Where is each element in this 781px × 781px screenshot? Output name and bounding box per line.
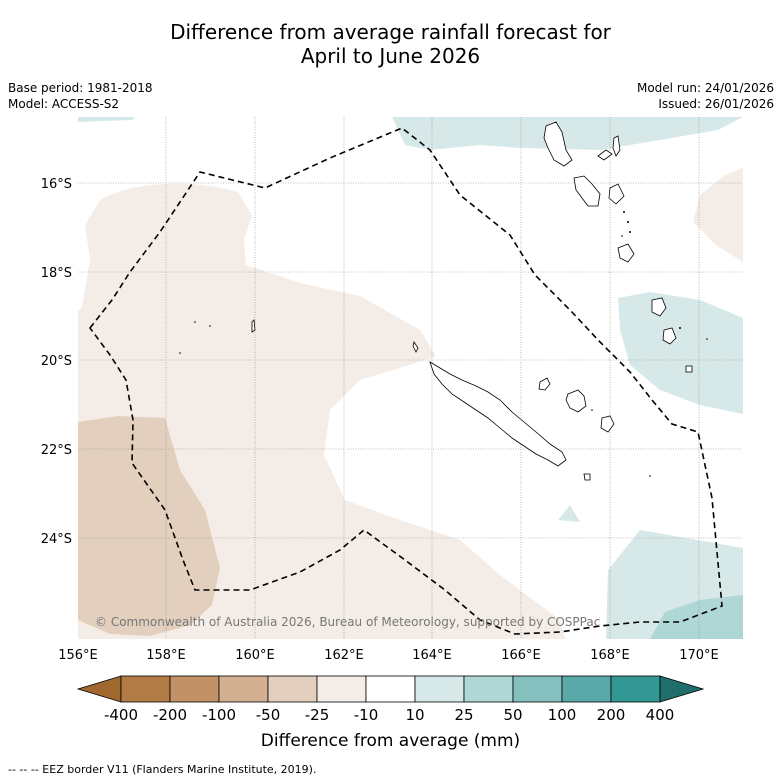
- dry-anomaly-region-west: [78, 268, 110, 350]
- colorbar-tick: -25: [304, 706, 330, 724]
- colorbar-swatch: [610, 675, 661, 703]
- colorbar-swatch: [267, 675, 318, 703]
- lon-label: 160°E: [235, 648, 275, 663]
- tanna-island: [662, 327, 677, 345]
- malekula-island: [573, 175, 601, 207]
- colorbar-swatch: [365, 675, 416, 703]
- colorbar-tick: -200: [152, 706, 188, 724]
- lifou-island: [565, 389, 587, 413]
- mare-island: [600, 415, 615, 433]
- colorbar-swatch: [218, 675, 269, 703]
- belep-island: [412, 341, 419, 353]
- lat-label: 24°S: [41, 532, 72, 547]
- lat-label: 22°S: [41, 443, 72, 458]
- lon-label: 162°E: [324, 648, 364, 663]
- isle-of-pines: [583, 473, 591, 481]
- dry-anomaly-region-southwest: [78, 416, 220, 636]
- colorbar-swatch: [561, 675, 612, 703]
- colorbar-label: Difference from average (mm): [260, 731, 521, 751]
- maewo-island: [612, 135, 621, 157]
- base-period: Base period: 1981-2018: [8, 81, 153, 95]
- colorbar-tick: 25: [454, 706, 474, 724]
- pentecost-island: [608, 183, 625, 205]
- efate-island: [617, 243, 635, 263]
- colorbar-tick: -10: [353, 706, 379, 724]
- colorbar: [76, 675, 705, 703]
- lon-label: 170°E: [679, 648, 719, 663]
- colorbar-swatch: [169, 675, 220, 703]
- wet-anomaly-region-small: [558, 505, 580, 522]
- lon-label: 158°E: [146, 648, 186, 663]
- lon-label: 164°E: [412, 648, 452, 663]
- wet-anomaly-region-southeast: [650, 595, 743, 639]
- dry-anomaly-region-east: [693, 168, 743, 262]
- eez-border: [88, 127, 723, 635]
- map-title: Difference from average rainfall forecas…: [0, 20, 781, 68]
- lat-label: 18°S: [41, 266, 72, 281]
- lon-label: 166°E: [501, 648, 541, 663]
- colorbar-swatch: [316, 675, 367, 703]
- colorbar-swatch: [414, 675, 465, 703]
- colorbar-tick: 400: [645, 706, 675, 724]
- colorbar-tick: -100: [201, 706, 237, 724]
- colorbar-arrow-high: [659, 675, 705, 703]
- colorbar-swatch: [120, 675, 171, 703]
- lat-label: 16°S: [41, 177, 72, 192]
- map-area: © Commonwealth of Australia 2026, Bureau…: [78, 117, 743, 639]
- copyright-notice: © Commonwealth of Australia 2026, Bureau…: [95, 615, 600, 629]
- espiritu-santo: [543, 121, 573, 167]
- colorbar-tick: 50: [503, 706, 523, 724]
- model-run: Model run: 24/01/2026: [636, 81, 774, 95]
- lat-label: 20°S: [41, 354, 72, 369]
- lon-label: 156°E: [58, 648, 98, 663]
- ouvea-island: [538, 377, 551, 391]
- colorbar-tick: 10: [405, 706, 425, 724]
- coastlines: [251, 121, 693, 481]
- model-info: Base period: 1981-2018 Model: ACCESS-S2: [8, 80, 153, 112]
- title-line-2: April to June 2026: [300, 44, 481, 68]
- colorbar-swatch: [512, 675, 563, 703]
- title-line-1: Difference from average rainfall forecas…: [170, 20, 611, 44]
- chesterfield-reef: [251, 319, 256, 333]
- run-info: Model run: 24/01/2026 Issued: 26/01/2026: [637, 80, 774, 112]
- model-name: Model: ACCESS-S2: [8, 97, 120, 111]
- aneityum-island: [685, 365, 693, 373]
- new-caledonia-mainland: [429, 361, 567, 467]
- colorbar-tick: -50: [255, 706, 281, 724]
- latitude-labels: 16°S 18°S 20°S 22°S 24°S: [41, 177, 72, 547]
- longitude-labels: 156°E 158°E 160°E 162°E 164°E 166°E 168°…: [58, 648, 719, 663]
- colorbar-tick: 100: [547, 706, 577, 724]
- eez-source-note: -- -- -- EEZ border V11 (Flanders Marine…: [8, 763, 317, 776]
- colorbar-tick: 200: [596, 706, 626, 724]
- colorbar-tick: -400: [103, 706, 139, 724]
- lon-label: 168°E: [590, 648, 630, 663]
- gridlines: [78, 117, 743, 639]
- small-islets: [179, 211, 708, 477]
- colorbar-swatch: [463, 675, 514, 703]
- wet-anomaly-region-east: [618, 292, 743, 414]
- colorbar-arrow-low: [76, 675, 122, 703]
- wet-anomaly-region-north: [392, 117, 743, 150]
- wet-anomaly-region-northwest: [78, 117, 135, 122]
- erromango-island: [651, 297, 667, 317]
- ambae-island: [597, 149, 613, 161]
- issued-date: Issued: 26/01/2026: [658, 97, 774, 111]
